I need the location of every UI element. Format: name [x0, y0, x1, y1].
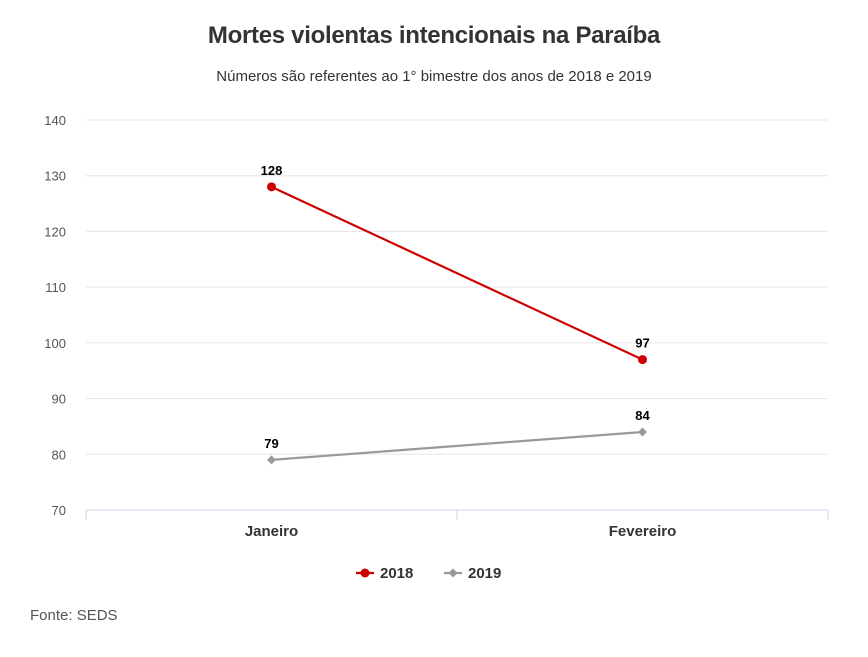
- legend[interactable]: 2018 2019: [356, 565, 501, 582]
- legend-label: 2018: [380, 565, 413, 582]
- series-line-2019: [271, 430, 643, 461]
- y-tick-label: 120: [44, 224, 66, 239]
- y-tick-label: 130: [44, 169, 66, 184]
- legend-marker: [448, 568, 458, 578]
- data-label: 79: [264, 436, 278, 451]
- legend-item-2018[interactable]: 2018: [356, 565, 413, 582]
- y-tick-label: 100: [44, 336, 66, 351]
- series-lines: [267, 182, 647, 465]
- y-tick-label: 70: [52, 503, 66, 518]
- y-tick-label: 140: [44, 113, 66, 128]
- grid-lines: [86, 119, 828, 455]
- legend-item-2019[interactable]: 2019: [444, 565, 501, 582]
- x-category-label: Janeiro: [245, 523, 298, 540]
- data-point-2018: [638, 355, 647, 365]
- data-labels: 128 97 79 84: [261, 163, 651, 451]
- legend-marker: [360, 568, 370, 578]
- y-tick-label: 80: [52, 447, 66, 462]
- data-label: 97: [635, 336, 649, 351]
- y-tick-label: 110: [45, 280, 66, 295]
- chart-subtitle: Números são referentes ao 1° bimestre do…: [216, 68, 652, 85]
- data-label: 84: [635, 408, 650, 423]
- data-label: 128: [261, 163, 283, 178]
- data-point-2018: [267, 182, 276, 192]
- source-note: Fonte: SEDS: [30, 607, 118, 624]
- chart-title: Mortes violentas intencionais na Paraíba: [207, 22, 661, 49]
- x-category-label: Fevereiro: [609, 523, 677, 540]
- series-line-2018: [271, 185, 643, 361]
- y-tick-label: 90: [52, 392, 66, 407]
- legend-label: 2019: [468, 565, 501, 582]
- data-point-2019: [267, 455, 276, 465]
- axes: 70 80 90 100 110 120 130 140 Janeiro Fevereiro: [44, 113, 829, 540]
- data-point-2019: [638, 427, 647, 437]
